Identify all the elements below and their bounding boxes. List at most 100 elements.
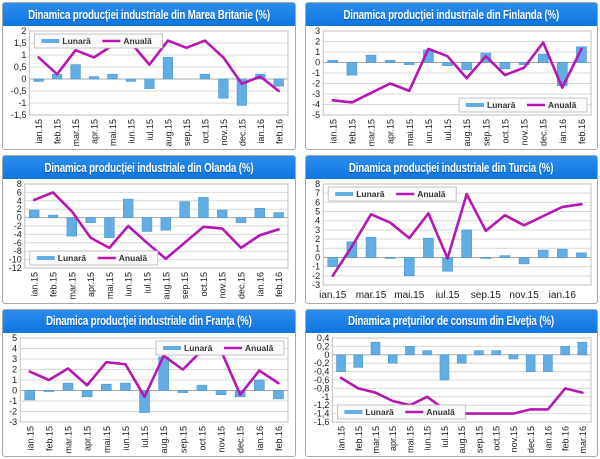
bar-iul.15 [139,389,150,413]
svg-text:ian.15: ian.15 [336,426,346,451]
svg-text:5: 5 [12,333,17,343]
bar-aug.15 [162,57,174,80]
svg-text:7: 7 [315,189,320,199]
svg-text:-0,8: -0,8 [313,383,329,393]
svg-text:mar.15: mar.15 [371,426,381,454]
bar-nov.15 [508,354,518,359]
svg-text:1,5: 1,5 [14,38,27,48]
svg-text:sep.15: sep.15 [474,426,484,453]
svg-text:8: 8 [17,179,22,189]
bar-oct.15 [198,197,209,219]
bar-feb.15 [43,389,55,392]
bar-mar.15 [365,237,376,259]
bar-iul.15 [439,354,449,380]
chart-title-bar: Dinamica producţiei industriale din Mare… [3,3,295,26]
bar-ian.15 [335,354,346,372]
svg-text:-3: -3 [312,89,320,99]
chart-title-bar: Dinamica producţiei industriale din Turc… [305,156,597,180]
svg-text:1: 1 [315,244,320,254]
svg-text:4: 4 [17,196,22,206]
svg-text:-2: -2 [312,79,320,89]
legend-monthly-label: Lunară [58,254,87,264]
chart-title: Dinamica producţiei industriale din Finl… [343,7,560,22]
svg-text:mai.15: mai.15 [108,119,118,146]
panel-olanda: Dinamica producţiei industriale din Olan… [2,155,296,304]
bar-series [33,57,284,106]
bar-iul.15 [441,62,453,66]
chart-title: Dinamica producţiei industriale din Olan… [44,160,254,175]
legend-annual-label: Anuală [548,100,577,110]
svg-text:iul.15: iul.15 [439,426,449,448]
svg-text:oct.15: oct.15 [197,426,207,451]
svg-text:-0,4: -0,4 [313,366,329,376]
svg-text:feb.16: feb.16 [274,119,284,144]
bar-oct.15 [490,349,501,355]
bar-feb.15 [346,241,357,259]
svg-text:0: 0 [21,74,26,84]
bar-iun.15 [120,382,131,391]
legend-annual-label: Anuală [123,36,152,46]
bar-series [29,197,284,239]
line-series [330,193,583,278]
chart-title: Dinamica producţiei industriale din Fran… [45,314,252,329]
bar-series [335,341,587,380]
bar-mar.15 [365,54,376,63]
svg-text:1: 1 [315,47,320,57]
legend: Lunară Anuală [458,97,587,113]
svg-text:iul.15: iul.15 [143,272,153,294]
svg-text:nov.15: nov.15 [217,426,227,452]
svg-text:-1,2: -1,2 [313,400,329,410]
bar-oct.15 [499,62,510,70]
svg-text:6: 6 [315,198,320,208]
chart-title: Dinamica producţiei industriale din Turc… [349,160,554,175]
svg-text:-8: -8 [14,247,22,257]
svg-text:1: 1 [21,50,26,60]
svg-text:feb.15: feb.15 [353,426,363,451]
svg-text:feb.16: feb.16 [274,272,284,297]
bar-sep.15 [473,349,484,355]
svg-text:-4: -4 [14,230,22,240]
panel-turcia: Dinamica producţiei industriale din Turc… [304,155,598,304]
plot-border [24,183,289,269]
svg-text:apr.15: apr.15 [90,119,100,144]
svg-text:feb.15: feb.15 [53,119,63,144]
svg-text:ian.15: ian.15 [25,426,35,451]
legend-annual-label: Anuală [119,254,148,264]
bar-sep.15 [480,257,491,260]
svg-text:-0,5: -0,5 [11,86,27,96]
chart-olanda: -12 -10 -8 -6 -4 -2 0 2 4 6 8 ian.15 feb.15 mar.15 apr… [3,179,295,302]
svg-text:ian.15: ian.15 [319,290,347,301]
svg-text:0: 0 [12,385,17,395]
svg-text:iun.15: iun.15 [126,119,136,144]
svg-text:4: 4 [315,216,320,226]
legend-monthly-label: Lunară [184,343,213,353]
svg-text:-1,5: -1,5 [11,110,27,120]
svg-text:iun.15: iun.15 [121,426,131,451]
x-axis-labels: ian.15 feb.15 mar.15 apr.15 mai.15 iun.15 iul.… [336,426,587,454]
svg-text:2: 2 [17,205,22,215]
svg-text:1: 1 [12,375,17,385]
bar-nov.15 [518,257,529,265]
svg-text:-1: -1 [312,68,320,78]
svg-text:apr.15: apr.15 [388,426,398,451]
bar-sep.15 [177,389,189,393]
bar-aug.15 [160,217,171,231]
chart-turcia: -3 -2 -1 0 1 2 3 4 5 6 7 8 ian.15 mar.15 mai.15 iul.15 s… [306,179,598,302]
svg-text:2: 2 [21,26,26,36]
svg-text:iun.15: iun.15 [422,426,432,451]
line-series [28,348,280,398]
bar-iun.15 [125,78,137,82]
svg-text:3: 3 [12,354,17,364]
bar-feb.15 [346,62,357,76]
bar-apr.15 [387,354,398,364]
bar-feb.16 [273,212,284,219]
svg-text:mai.15: mai.15 [102,426,112,453]
legend-monthly-label: Lunară [62,36,91,46]
chart-title-bar: Dinamica preţurilor de consum din Elveţi… [305,309,597,333]
